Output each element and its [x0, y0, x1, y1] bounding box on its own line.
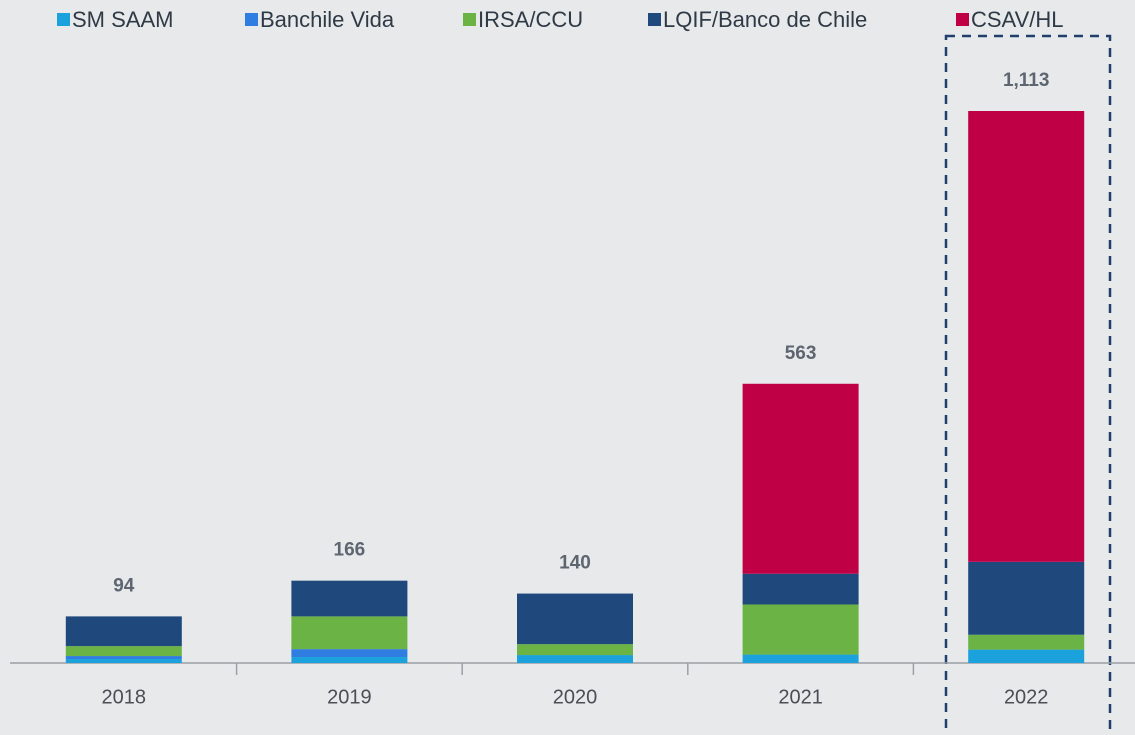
bar-segment: [968, 634, 1085, 650]
legend-label: Banchile Vida: [260, 7, 395, 32]
total-label: 563: [785, 343, 817, 364]
bar-segment: [517, 593, 633, 645]
bar-segment: [291, 580, 408, 617]
legend-swatch: [463, 13, 476, 26]
total-label: 140: [559, 553, 591, 574]
bar-segment: [291, 657, 408, 663]
x-tick-label: 2019: [327, 686, 372, 708]
bar-segment: [65, 646, 182, 657]
bar-segment: [65, 616, 182, 647]
total-label: 166: [334, 540, 366, 561]
total-label: 1,113: [1003, 70, 1050, 91]
bar-segment: [742, 573, 859, 605]
legend-label: IRSA/CCU: [478, 7, 583, 32]
legend-swatch: [245, 13, 258, 26]
highlight-box: [944, 34, 1112, 735]
legend-swatch: [956, 13, 969, 26]
bar-segment: [65, 656, 182, 660]
bar-segment: [968, 649, 1085, 663]
bar-segment: [517, 644, 633, 656]
legend-label: SM SAAM: [72, 7, 173, 32]
x-tick-label: 2018: [102, 686, 147, 708]
bar-segment: [742, 604, 859, 655]
legend-swatch: [57, 13, 70, 26]
bar-segment: [742, 654, 859, 663]
legend-label: CSAV/HL: [971, 7, 1064, 32]
bar-segment: [291, 616, 408, 650]
bar-segment: [291, 649, 408, 658]
legend-label: LQIF/Banco de Chile: [663, 7, 867, 32]
bar-segment: [968, 561, 1085, 635]
x-tick-label: 2020: [553, 686, 598, 708]
bar-segment: [968, 111, 1085, 562]
bar-segment: [65, 659, 182, 663]
x-tick-label: 2022: [1004, 686, 1049, 708]
bar-segment: [742, 383, 859, 574]
bar-segment: [517, 655, 633, 663]
legend-swatch: [648, 13, 661, 26]
total-label: 94: [113, 575, 135, 596]
x-tick-label: 2021: [778, 686, 823, 708]
